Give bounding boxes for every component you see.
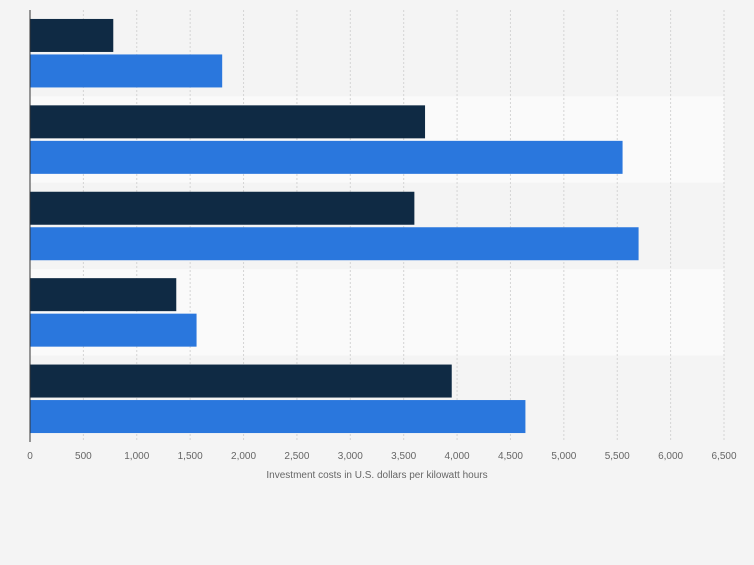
bar-dark-1 (30, 18, 114, 52)
bar-blue-2 (30, 140, 623, 174)
x-tick-label: 1,000 (124, 451, 149, 462)
x-tick-label: 2,000 (231, 451, 256, 462)
bar-blue-1 (30, 54, 223, 88)
x-tick-label: 4,500 (498, 451, 523, 462)
bar-dark-5 (30, 364, 452, 398)
x-tick-label: 0 (27, 451, 33, 462)
x-tick-label: 1,500 (178, 451, 203, 462)
x-tick-label: 5,500 (605, 451, 630, 462)
bar-dark-4 (30, 278, 177, 312)
x-tick-label: 4,000 (445, 451, 470, 462)
bar-blue-3 (30, 227, 639, 261)
x-tick-label: 500 (75, 451, 92, 462)
bars (30, 18, 639, 434)
x-tick-label: 6,500 (711, 451, 736, 462)
bar-blue-4 (30, 313, 197, 347)
x-tick-label: 3,000 (338, 451, 363, 462)
x-tick-label: 5,000 (551, 451, 576, 462)
x-tick-label: 6,000 (658, 451, 683, 462)
bar-blue-5 (30, 400, 526, 434)
x-tick-labels: 0 500 1,000 1,500 2,000 2,500 3,000 3,500 4,000 4… (27, 451, 737, 462)
x-tick-label: 3,500 (391, 451, 416, 462)
bar-dark-2 (30, 105, 426, 139)
x-axis-label: Investment costs in U.S. dollars per kil… (266, 470, 487, 481)
bar-dark-3 (30, 191, 415, 225)
x-tick-label: 2,500 (284, 451, 309, 462)
